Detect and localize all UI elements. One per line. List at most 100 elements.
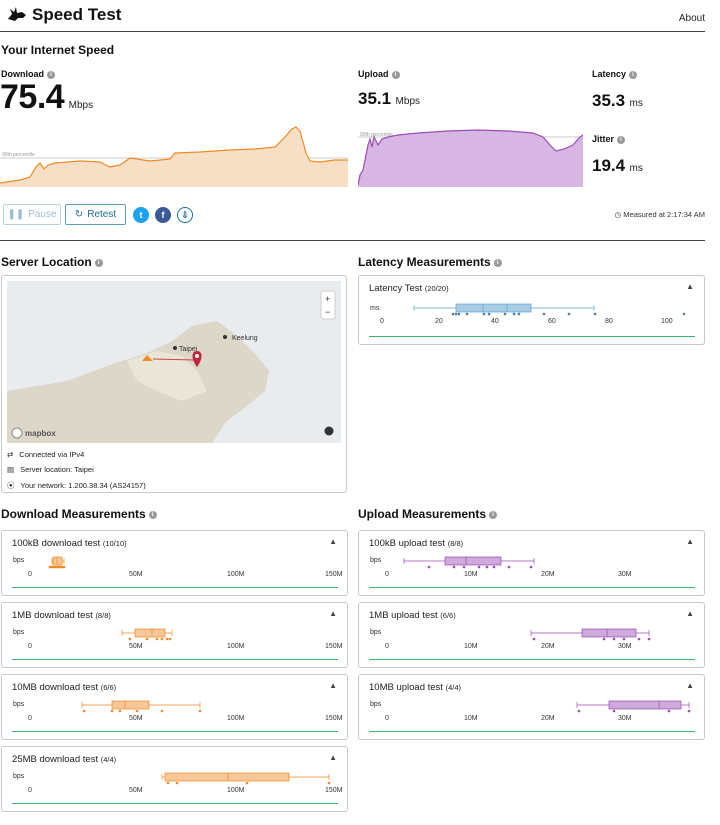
download-test-card: 10MB download test (6/6) ▲ bps 0 50M 100M 1… (1, 674, 348, 740)
upload-test-box (608, 700, 682, 710)
map-label-keelung: Keelung (232, 335, 258, 342)
download-test-boxplot (48, 556, 66, 569)
tick-label: 80 (605, 318, 613, 325)
collapse-icon[interactable]: ▲ (329, 609, 337, 618)
section-divider (0, 240, 705, 241)
server-location-text: ▤ Server location: Taipei (7, 465, 94, 474)
facebook-share-icon[interactable]: f (155, 207, 171, 223)
collapse-icon[interactable]: ▲ (329, 753, 337, 762)
download-test-box (111, 700, 150, 710)
info-icon: i (391, 70, 400, 79)
zoom-out-button[interactable]: − (325, 307, 330, 317)
download-test-box (52, 556, 63, 566)
upload-label: Upload i (358, 69, 400, 79)
clock-icon: ◷ (614, 210, 622, 219)
header-divider (0, 31, 705, 32)
upload-test-boxplot (403, 556, 535, 569)
latency-box (455, 303, 532, 313)
map-land (7, 321, 269, 443)
download-test-boxplot (161, 772, 331, 785)
tick-label: 0 (28, 571, 32, 578)
info-icon: i (629, 70, 638, 79)
upload-test-card: 10MB upload test (4/4) ▲ bps 0 10M 20M 30M (358, 674, 705, 740)
tick-label: 50M (129, 787, 143, 794)
tick-label: 20M (541, 571, 555, 578)
collapse-icon[interactable]: ▲ (686, 681, 694, 690)
collapse-icon[interactable]: ▲ (329, 681, 337, 690)
latency-label: Latency i (592, 69, 638, 79)
connection-type: ⇄ Connected via IPv4 (7, 450, 85, 459)
retest-icon: ↻ (74, 209, 84, 220)
collapse-icon[interactable]: ▲ (329, 537, 337, 546)
download-results-icon[interactable]: ⇩ (177, 207, 193, 223)
upload-test-boxplot (530, 628, 651, 641)
retest-button[interactable]: ↻ Retest (65, 204, 126, 225)
pause-button[interactable]: ❚❚ Pause (3, 204, 61, 225)
download-value: 75.4 Mbps (0, 78, 94, 116)
tick-label: 100M (227, 787, 245, 794)
tick-label: 0 (385, 571, 389, 578)
map-info-icon (324, 426, 334, 436)
download-test-card: 1MB download test (8/8) ▲ bps 0 50M 100M 15… (1, 602, 348, 668)
jitter-label: Jitter i (592, 134, 626, 144)
taipei-dot (173, 346, 177, 350)
server-pin-icon (192, 351, 202, 367)
upload-test-baseline (369, 587, 695, 588)
measured-at: ◷ Measured at 2:17:34 AM (614, 210, 705, 219)
tick-label: 30M (618, 643, 632, 650)
map-label-taipei: Taipei (179, 346, 198, 353)
axis-unit: bps (13, 629, 25, 636)
tick-label: 50M (129, 715, 143, 722)
download-test-card: 100kB download test (10/10) ▲ bps 0 50M 10… (1, 530, 348, 596)
collapse-icon[interactable]: ▲ (686, 609, 694, 618)
client-marker (142, 355, 153, 361)
twitter-share-icon[interactable]: t (133, 207, 149, 223)
jitter-value: 19.4 ms (592, 156, 643, 175)
tick-label: 60 (548, 318, 556, 325)
upload-area (358, 130, 583, 187)
download-test-box (164, 772, 290, 782)
axis-unit: bps (13, 773, 25, 780)
info-icon: i (493, 258, 502, 267)
upload-speed-graph: 90th percentile (358, 129, 583, 187)
collapse-icon[interactable]: ▲ (686, 537, 694, 546)
tick-label: 50M (129, 571, 143, 578)
collapse-icon[interactable]: ▲ (686, 282, 694, 291)
upload-test-card-title: 1MB upload test (6/6) (369, 610, 456, 621)
info-icon: i (617, 135, 626, 144)
tick-label: 0 (385, 715, 389, 722)
tick-label: 150M (325, 787, 343, 794)
tick-label: 0 (380, 318, 384, 325)
tick-label: 50M (129, 643, 143, 650)
percentile-label: 90th percentile (360, 132, 393, 138)
download-test-boxplot (121, 628, 173, 641)
about-link[interactable]: About (678, 13, 705, 24)
latency-boxplot (413, 303, 686, 316)
tick-label: 20 (435, 318, 443, 325)
axis-unit: ms (370, 305, 380, 312)
axis-unit: bps (13, 557, 25, 564)
axis-unit: bps (370, 557, 382, 564)
upload-value: 35.1 Mbps (358, 89, 420, 108)
tick-label: 100M (227, 643, 245, 650)
tick-label: 150M (325, 643, 343, 650)
latency-value: 35.3 ms (592, 91, 643, 110)
download-test-baseline (12, 731, 338, 732)
latency-section-title: Latency Measurements i (358, 255, 502, 269)
download-speed-graph: 90th percentile (0, 126, 348, 187)
tick-label: 20M (541, 643, 555, 650)
connection-icon: ⇄ (7, 450, 14, 459)
download-test-boxplot (81, 700, 202, 713)
axis-unit: bps (370, 701, 382, 708)
download-test-baseline (12, 587, 338, 588)
server-map[interactable]: Taipei Keelung + − mapbox (7, 281, 341, 443)
tick-label: 10M (464, 571, 478, 578)
tick-label: 100M (227, 571, 245, 578)
zoom-in-button[interactable]: + (325, 294, 330, 304)
tick-label: 30M (618, 571, 632, 578)
axis-unit: bps (370, 629, 382, 636)
download-test-baseline (12, 659, 338, 660)
tick-label: 0 (28, 787, 32, 794)
tick-label: 0 (28, 643, 32, 650)
download-test-card-title: 1MB download test (8/8) (12, 610, 111, 621)
